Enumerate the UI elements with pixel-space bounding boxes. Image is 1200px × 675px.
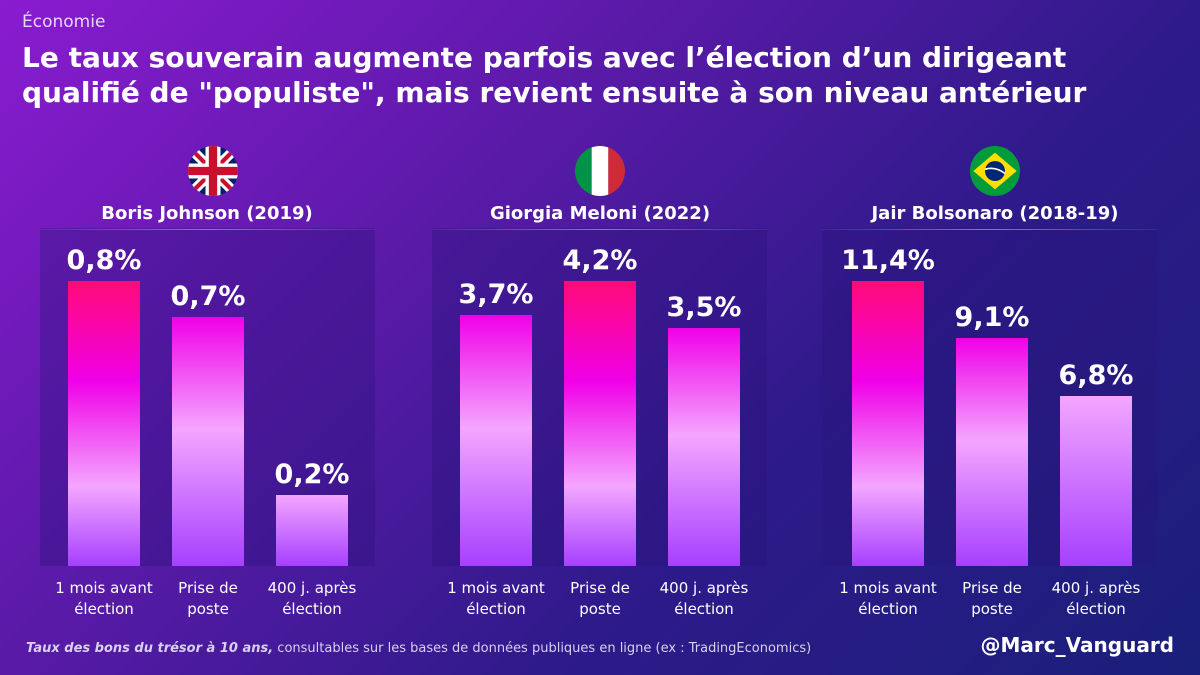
x-tick-label-line: 1 mois avant xyxy=(839,579,937,597)
leader-name-bolsonaro: Jair Bolsonaro (2018-19) xyxy=(871,203,1119,224)
x-tick-label: 400 j. après élection xyxy=(649,578,759,620)
x-tick-label-line: 1 mois avant xyxy=(447,579,545,597)
x-tick-label-line: 1 mois avant xyxy=(55,579,153,597)
x-tick-label-line: élection xyxy=(858,600,918,618)
bar-value-label: 0,7% xyxy=(170,281,246,312)
uk-flag-icon xyxy=(188,146,238,196)
bar xyxy=(852,281,924,566)
bar-value-label: 4,2% xyxy=(562,245,638,276)
x-tick-label-line: Prise de xyxy=(178,579,238,597)
x-tick-label: 400 j. après élection xyxy=(257,578,367,620)
bar-value-label: 0,2% xyxy=(274,459,350,490)
leader-name-meloni: Giorgia Meloni (2022) xyxy=(489,203,711,224)
bar xyxy=(1060,396,1132,566)
x-tick-label: 400 j. après élection xyxy=(1041,578,1151,620)
bar-value-label: 3,5% xyxy=(666,292,742,323)
source-note-rest: consultables sur les bases de données pu… xyxy=(273,641,812,656)
x-tick-label-line: élection xyxy=(466,600,526,618)
divider xyxy=(40,229,375,230)
bar xyxy=(460,315,532,566)
bar xyxy=(956,338,1028,566)
category-label: Économie xyxy=(22,12,106,32)
bar-value-label: 3,7% xyxy=(458,279,534,310)
bar-value-label: 9,1% xyxy=(954,302,1030,333)
bar xyxy=(68,281,140,566)
x-tick-label-line: 400 j. après xyxy=(659,579,749,597)
source-note: Taux des bons du trésor à 10 ans, consul… xyxy=(26,641,811,656)
x-tick-label-line: 400 j. après xyxy=(1051,579,1141,597)
x-tick-label: Prise de poste xyxy=(153,578,263,620)
x-tick-label: 1 mois avant élection xyxy=(833,578,943,620)
bar-value-label: 11,4% xyxy=(841,245,935,276)
author-handle: @Marc_Vanguard xyxy=(980,633,1174,657)
source-note-bold: Taux des bons du trésor à 10 ans, xyxy=(26,641,274,656)
bar-value-label: 0,8% xyxy=(66,245,142,276)
divider xyxy=(432,229,767,230)
italy-flag-icon xyxy=(575,146,625,196)
x-tick-label: Prise de poste xyxy=(937,578,1047,620)
x-tick-label-line: élection xyxy=(74,600,134,618)
bar xyxy=(668,328,740,566)
x-tick-label: 1 mois avant élection xyxy=(441,578,551,620)
x-tick-label-line: poste xyxy=(579,600,621,618)
leader-name-johnson: Boris Johnson (2019) xyxy=(101,203,313,224)
page-title: Le taux souverain augmente parfois avec … xyxy=(22,41,1087,109)
x-tick-label-line: 400 j. après xyxy=(267,579,357,597)
x-tick-label-line: poste xyxy=(971,600,1013,618)
x-tick-label-line: Prise de xyxy=(570,579,630,597)
x-tick-label-line: élection xyxy=(674,600,734,618)
x-tick-label-line: poste xyxy=(187,600,229,618)
x-tick-label-line: élection xyxy=(282,600,342,618)
bar-value-label: 6,8% xyxy=(1058,360,1134,391)
x-tick-label-line: élection xyxy=(1066,600,1126,618)
bar xyxy=(564,281,636,566)
bar xyxy=(172,317,244,566)
x-tick-label-line: Prise de xyxy=(962,579,1022,597)
bar xyxy=(276,495,348,566)
divider xyxy=(822,229,1157,230)
x-tick-label: 1 mois avant élection xyxy=(49,578,159,620)
brazil-flag-icon xyxy=(970,146,1020,196)
x-tick-label: Prise de poste xyxy=(545,578,655,620)
